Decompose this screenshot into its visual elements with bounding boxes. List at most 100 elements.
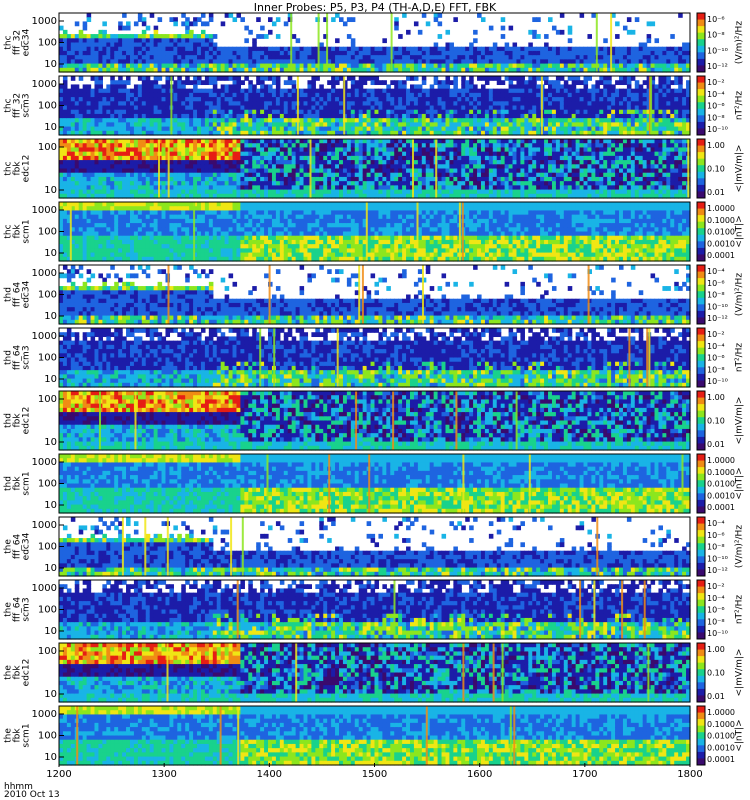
heatmap-cell [200, 189, 206, 195]
heatmap-cell [74, 160, 80, 165]
heatmap-cell [346, 34, 352, 39]
heatmap-cell [654, 105, 660, 111]
heatmap-cell [469, 88, 474, 94]
heatmap-cell [173, 143, 178, 149]
heatmap-cell [480, 193, 486, 199]
heatmap-cell [520, 76, 525, 81]
heatmap-cell [473, 181, 478, 186]
heatmap-cell [402, 113, 407, 119]
heatmap-cell [339, 130, 344, 136]
heatmap-cell [137, 42, 143, 48]
heatmap-cell [248, 113, 253, 119]
heatmap-cell [461, 193, 466, 199]
heatmap-cell [153, 189, 159, 195]
heatmap-cell [200, 185, 206, 191]
heatmap-cell [208, 80, 214, 86]
heatmap-cell [193, 122, 198, 128]
heatmap-cell [232, 46, 238, 52]
heatmap-cell [181, 105, 186, 111]
heatmap-cell [492, 88, 498, 94]
heatmap-cell [153, 59, 159, 65]
heatmap-cell [252, 59, 257, 65]
heatmap-cell [232, 143, 238, 149]
heatmap-cell [291, 109, 297, 115]
heatmap-cell [386, 46, 391, 52]
heatmap-cell [331, 160, 336, 165]
heatmap-cell [374, 92, 380, 98]
heatmap-cell [189, 46, 194, 52]
heatmap-cell [622, 101, 628, 107]
heatmap-cell [626, 92, 632, 98]
heatmap-cell [339, 59, 344, 65]
heatmap-cell [457, 122, 462, 128]
heatmap-cell [579, 101, 585, 107]
heatmap-cell [563, 92, 569, 98]
heatmap-cell [268, 101, 273, 107]
heatmap-cell [488, 67, 494, 73]
heatmap-cell [157, 76, 163, 81]
heatmap-cell [62, 59, 68, 65]
colorbar-segment [697, 95, 705, 103]
heatmap-cell [622, 118, 628, 123]
heatmap-cell [508, 130, 514, 136]
heatmap-cell [268, 55, 273, 60]
heatmap-cell [437, 21, 443, 27]
heatmap-cell [441, 176, 447, 182]
heatmap-cell [374, 139, 380, 144]
heatmap-cell [492, 59, 498, 65]
heatmap-cell [62, 84, 68, 90]
heatmap-cell [666, 109, 671, 115]
heatmap-cell [484, 155, 490, 161]
heatmap-cell [114, 88, 119, 94]
heatmap-cell [366, 160, 372, 165]
heatmap-cell [654, 84, 660, 90]
heatmap-cell [394, 25, 399, 31]
heatmap-cell [212, 164, 218, 170]
heatmap-cell [678, 63, 683, 69]
heatmap-cell [374, 113, 380, 119]
heatmap-cell [634, 122, 640, 128]
heatmap-cell [106, 189, 111, 195]
heatmap-cell [386, 155, 391, 161]
heatmap-cell [78, 181, 84, 186]
heatmap-cell [236, 126, 242, 132]
heatmap-cell [480, 164, 486, 170]
heatmap-cell [200, 59, 206, 65]
heatmap-cell [193, 55, 198, 60]
heatmap-cell [228, 181, 234, 186]
heatmap-cell [193, 46, 198, 52]
heatmap-cell [544, 59, 549, 65]
heatmap-cell [137, 34, 143, 39]
heatmap-cell [654, 55, 660, 60]
heatmap-cell [260, 84, 265, 90]
heatmap-cell [366, 76, 372, 81]
heatmap-cell [390, 101, 395, 107]
heatmap-cell [173, 63, 178, 69]
heatmap-cell [658, 113, 663, 119]
heatmap-cell [173, 185, 178, 191]
heatmap-cell [102, 46, 107, 52]
heatmap-cell [346, 151, 352, 157]
heatmap-cell [583, 105, 589, 111]
heatmap-cell [86, 155, 92, 161]
heatmap-cell [437, 130, 443, 136]
heatmap-cell [555, 88, 561, 94]
heatmap-cell [536, 59, 541, 65]
heatmap-cell [555, 67, 561, 73]
heatmap-cell [204, 147, 210, 153]
heatmap-cell [575, 59, 581, 65]
heatmap-cell [492, 118, 498, 123]
heatmap-cell [122, 151, 127, 157]
heatmap-cell [465, 139, 470, 144]
heatmap-cell [169, 55, 174, 60]
heatmap-cell [619, 130, 624, 136]
heatmap-cell [319, 151, 324, 157]
heatmap-cell [500, 130, 506, 136]
heatmap-cell [532, 67, 537, 73]
heatmap-cell [59, 143, 64, 149]
heatmap-cell [232, 193, 238, 199]
heatmap-cell [488, 160, 494, 165]
heatmap-cell [189, 63, 194, 69]
heatmap-cell [453, 118, 458, 123]
heatmap-cell [145, 143, 151, 149]
